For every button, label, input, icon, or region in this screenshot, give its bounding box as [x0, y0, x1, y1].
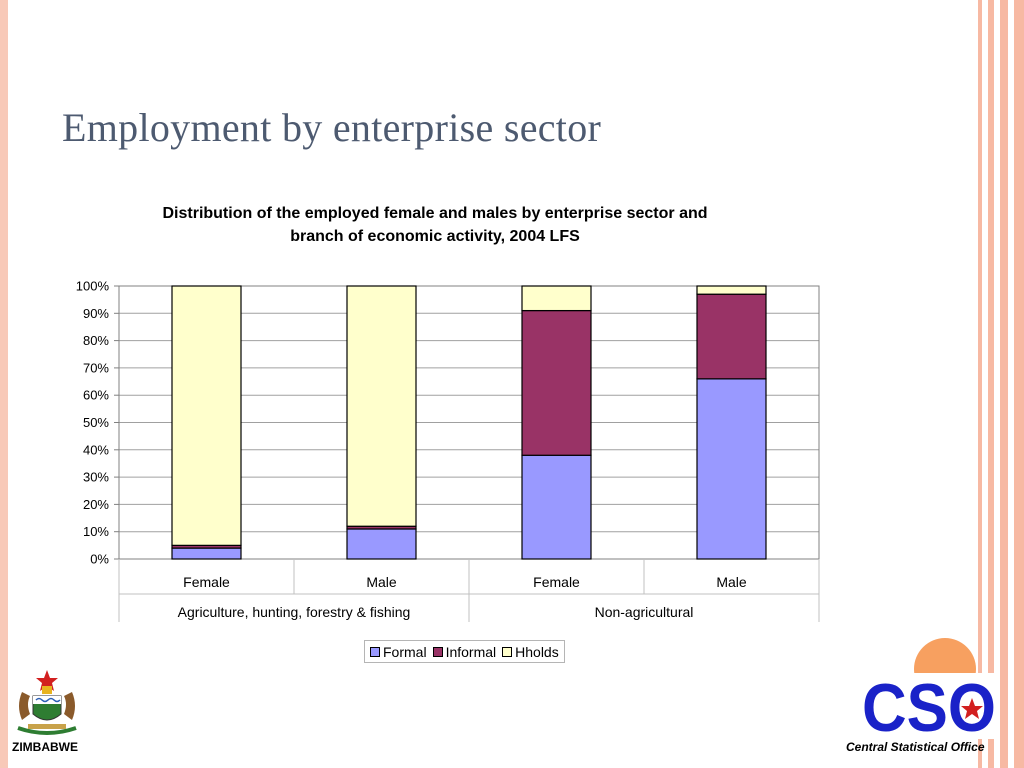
chart-title: Distribution of the employed female and …: [120, 202, 750, 248]
bar-formal-3: [696, 378, 767, 560]
y-tick-label: 20%: [83, 497, 109, 512]
y-tick-label: 0%: [90, 552, 109, 567]
x-category-label: Female: [533, 574, 580, 590]
cso-logo-star-icon: [961, 698, 983, 719]
y-tick-label: 80%: [83, 333, 109, 348]
legend-item-formal: Formal: [370, 644, 427, 660]
stripe-2: [988, 0, 994, 768]
legend-label-hholds: Hholds: [515, 643, 559, 660]
y-tick-label: 60%: [83, 388, 109, 403]
cso-logo-icon: CSO: [862, 670, 996, 746]
left-decorative-stripe: [0, 0, 8, 768]
chart-title-line-2: branch of economic activity, 2004 LFS: [290, 228, 580, 245]
legend-swatch-formal: [370, 646, 380, 657]
legend-label-formal: Formal: [383, 643, 427, 660]
bar-formal-2: [521, 454, 592, 560]
y-tick-label: 40%: [83, 442, 109, 457]
legend-item-hholds: Hholds: [502, 644, 559, 660]
chart-title-line-1: Distribution of the employed female and …: [162, 205, 708, 222]
bar-informal-2: [521, 309, 592, 456]
stripe-4: [1014, 0, 1024, 768]
stripe-3: [1000, 0, 1008, 768]
y-tick-label: 100%: [76, 279, 110, 294]
x-category-label: Female: [183, 574, 230, 590]
stripe-1: [978, 0, 982, 768]
x-group-label: Agriculture, hunting, forestry & fishing: [178, 604, 411, 620]
y-tick-label: 30%: [83, 470, 109, 485]
x-group-label: Non-agricultural: [595, 604, 694, 620]
bar-hholds-3: [696, 285, 767, 295]
country-label: ZIMBABWE: [12, 740, 78, 754]
right-decorative-stripes: [976, 0, 1024, 768]
x-category-label: Male: [366, 574, 397, 590]
x-category-label: Male: [716, 574, 747, 590]
bar-informal-3: [696, 293, 767, 380]
legend-label-informal: Informal: [445, 643, 497, 660]
y-tick-label: 90%: [83, 306, 109, 321]
y-tick-label: 70%: [83, 360, 109, 375]
legend-swatch-informal: [432, 646, 443, 657]
bar-hholds-1: [346, 285, 417, 527]
slide-title: Employment by enterprise sector: [62, 105, 602, 150]
bar-formal-1: [346, 528, 417, 560]
office-label: Central Statistical Office: [846, 740, 985, 754]
zimbabwe-coat-of-arms-icon: [17, 670, 77, 735]
chart-legend: Formal Informal Hholds: [364, 640, 565, 663]
legend-item-informal: Informal: [432, 643, 497, 660]
legend-swatch-hholds: [502, 646, 513, 657]
bar-hholds-2: [521, 285, 592, 312]
y-tick-label: 50%: [83, 415, 109, 430]
bar-formal-0: [171, 547, 242, 560]
y-tick-label: 10%: [83, 524, 109, 539]
bar-hholds-0: [171, 285, 242, 546]
cso-logo: CSO: [860, 670, 1000, 746]
